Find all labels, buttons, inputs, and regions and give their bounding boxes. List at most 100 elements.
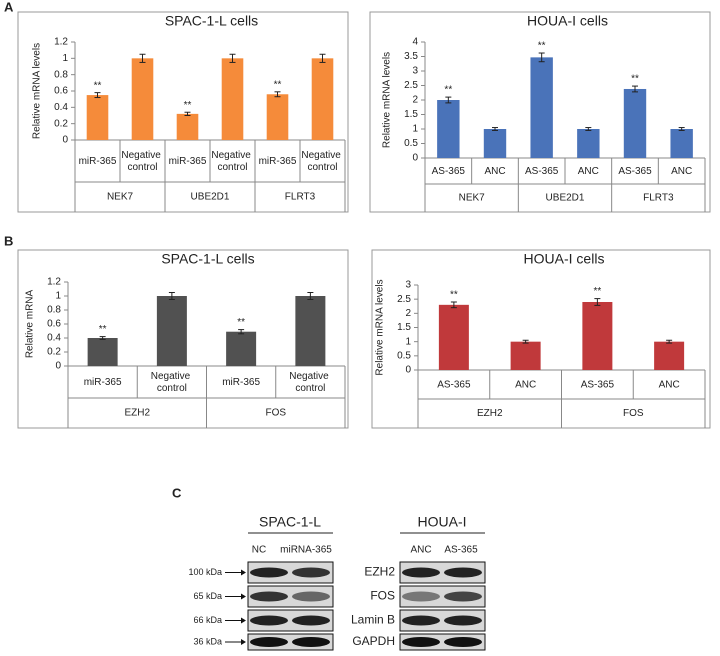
y-tick-label: 0 — [62, 135, 68, 146]
y-tick-label: 1 — [412, 124, 418, 135]
group-label: NEK7 — [107, 192, 134, 203]
protein-label: FOS — [370, 589, 395, 603]
panel-label: A — [4, 0, 14, 14]
significance-mark: ** — [274, 79, 282, 90]
y-tick-label: 0.8 — [54, 69, 68, 80]
blot-title: SPAC-1-L — [259, 514, 321, 530]
panel-box — [17, 249, 349, 429]
x-tick-label: ANC — [515, 379, 536, 390]
protein-label: EZH2 — [364, 565, 395, 579]
bar — [670, 129, 693, 158]
y-tick-label: 0.4 — [47, 333, 61, 344]
significance-mark: ** — [593, 286, 601, 297]
group-label: FLRT3 — [643, 193, 674, 204]
panel-box — [371, 249, 711, 429]
y-tick-label: 1.5 — [404, 109, 418, 120]
bar — [87, 338, 118, 366]
blot-band — [444, 591, 482, 602]
group-label: UBE2D1 — [191, 192, 230, 203]
y-tick-label: 1 — [405, 336, 411, 347]
marker-label: 100 kDa — [188, 567, 222, 577]
x-tick-label: miR-365 — [169, 156, 207, 167]
y-tick-label: 0.4 — [54, 102, 68, 113]
blot-band — [292, 591, 330, 602]
y-axis-label: Relative mRNA levels — [375, 279, 386, 375]
bar — [577, 129, 600, 158]
bar — [510, 341, 541, 370]
x-tick-label: AS-365 — [525, 166, 559, 177]
bar — [266, 94, 289, 140]
significance-mark: ** — [450, 290, 458, 301]
y-tick-label: 2 — [412, 95, 418, 106]
bar — [176, 113, 199, 140]
panel-label: B — [4, 233, 13, 248]
lane-label: AS-365 — [444, 545, 478, 556]
group-label: EZH2 — [124, 408, 150, 419]
blot-title: HOUA-I — [418, 514, 467, 530]
group-label: EZH2 — [477, 408, 503, 419]
x-tick-label: AS-365 — [581, 379, 615, 390]
y-tick-label: 3 — [412, 66, 418, 77]
bar — [437, 100, 460, 158]
blot-strip — [399, 561, 486, 584]
y-tick-label: 4 — [412, 37, 418, 48]
y-tick-label: 0.5 — [404, 138, 418, 149]
bar — [654, 341, 685, 370]
bar — [156, 296, 187, 366]
x-tick-label: miR-365 — [79, 156, 117, 167]
marker-arrowhead — [241, 617, 246, 624]
blot-strip — [247, 585, 334, 608]
blot-band — [402, 637, 440, 647]
significance-mark: ** — [237, 317, 245, 328]
y-tick-label: 3.5 — [404, 51, 418, 62]
bar — [582, 302, 613, 370]
chart-title: HOUA-I cells — [524, 251, 605, 267]
blot-band — [444, 615, 482, 626]
bar — [86, 95, 109, 140]
x-tick-label: Negative control — [211, 150, 253, 173]
x-tick-label: ANC — [578, 166, 599, 177]
y-tick-label: 0 — [55, 361, 61, 372]
blot-band — [250, 591, 288, 602]
group-label: UBE2D1 — [546, 193, 585, 204]
x-tick-label: miR-365 — [259, 156, 297, 167]
y-axis-label: Relative mRNA levels — [32, 43, 43, 139]
blot-band — [292, 567, 330, 578]
blot-strip — [247, 561, 334, 584]
y-tick-label: 0.2 — [54, 118, 68, 129]
blot-band — [250, 567, 288, 578]
marker-label: 36 kDa — [193, 636, 222, 646]
y-tick-label: 0.5 — [397, 350, 411, 361]
lane-label: miRNA-365 — [280, 545, 332, 556]
bar — [311, 58, 334, 141]
group-label: FOS — [623, 408, 644, 419]
significance-mark: ** — [94, 80, 102, 91]
significance-mark: ** — [538, 41, 546, 52]
protein-label: GAPDH — [352, 634, 395, 648]
blot-band — [250, 615, 288, 626]
group-label: FOS — [265, 408, 286, 419]
lane-label: ANC — [410, 545, 431, 556]
significance-mark: ** — [631, 74, 639, 85]
x-tick-label: Negative control — [121, 150, 163, 173]
y-tick-label: 1 — [55, 291, 61, 302]
blot-band — [402, 591, 440, 602]
lane-label: NC — [252, 545, 266, 556]
y-tick-label: 2 — [405, 308, 411, 319]
marker-arrowhead — [241, 593, 246, 600]
blot-band — [402, 615, 440, 626]
group-label: FLRT3 — [285, 192, 316, 203]
bar — [131, 58, 154, 141]
y-tick-label: 0.6 — [47, 319, 61, 330]
blot-band — [292, 615, 330, 626]
y-tick-label: 2.5 — [397, 294, 411, 305]
blot-band — [444, 567, 482, 578]
marker-arrowhead — [241, 639, 246, 645]
blot-band — [402, 567, 440, 578]
marker-arrowhead — [241, 569, 246, 576]
significance-mark: ** — [184, 100, 192, 111]
bar — [226, 331, 257, 366]
blot-band — [292, 637, 330, 647]
y-tick-label: 0.2 — [47, 347, 61, 358]
